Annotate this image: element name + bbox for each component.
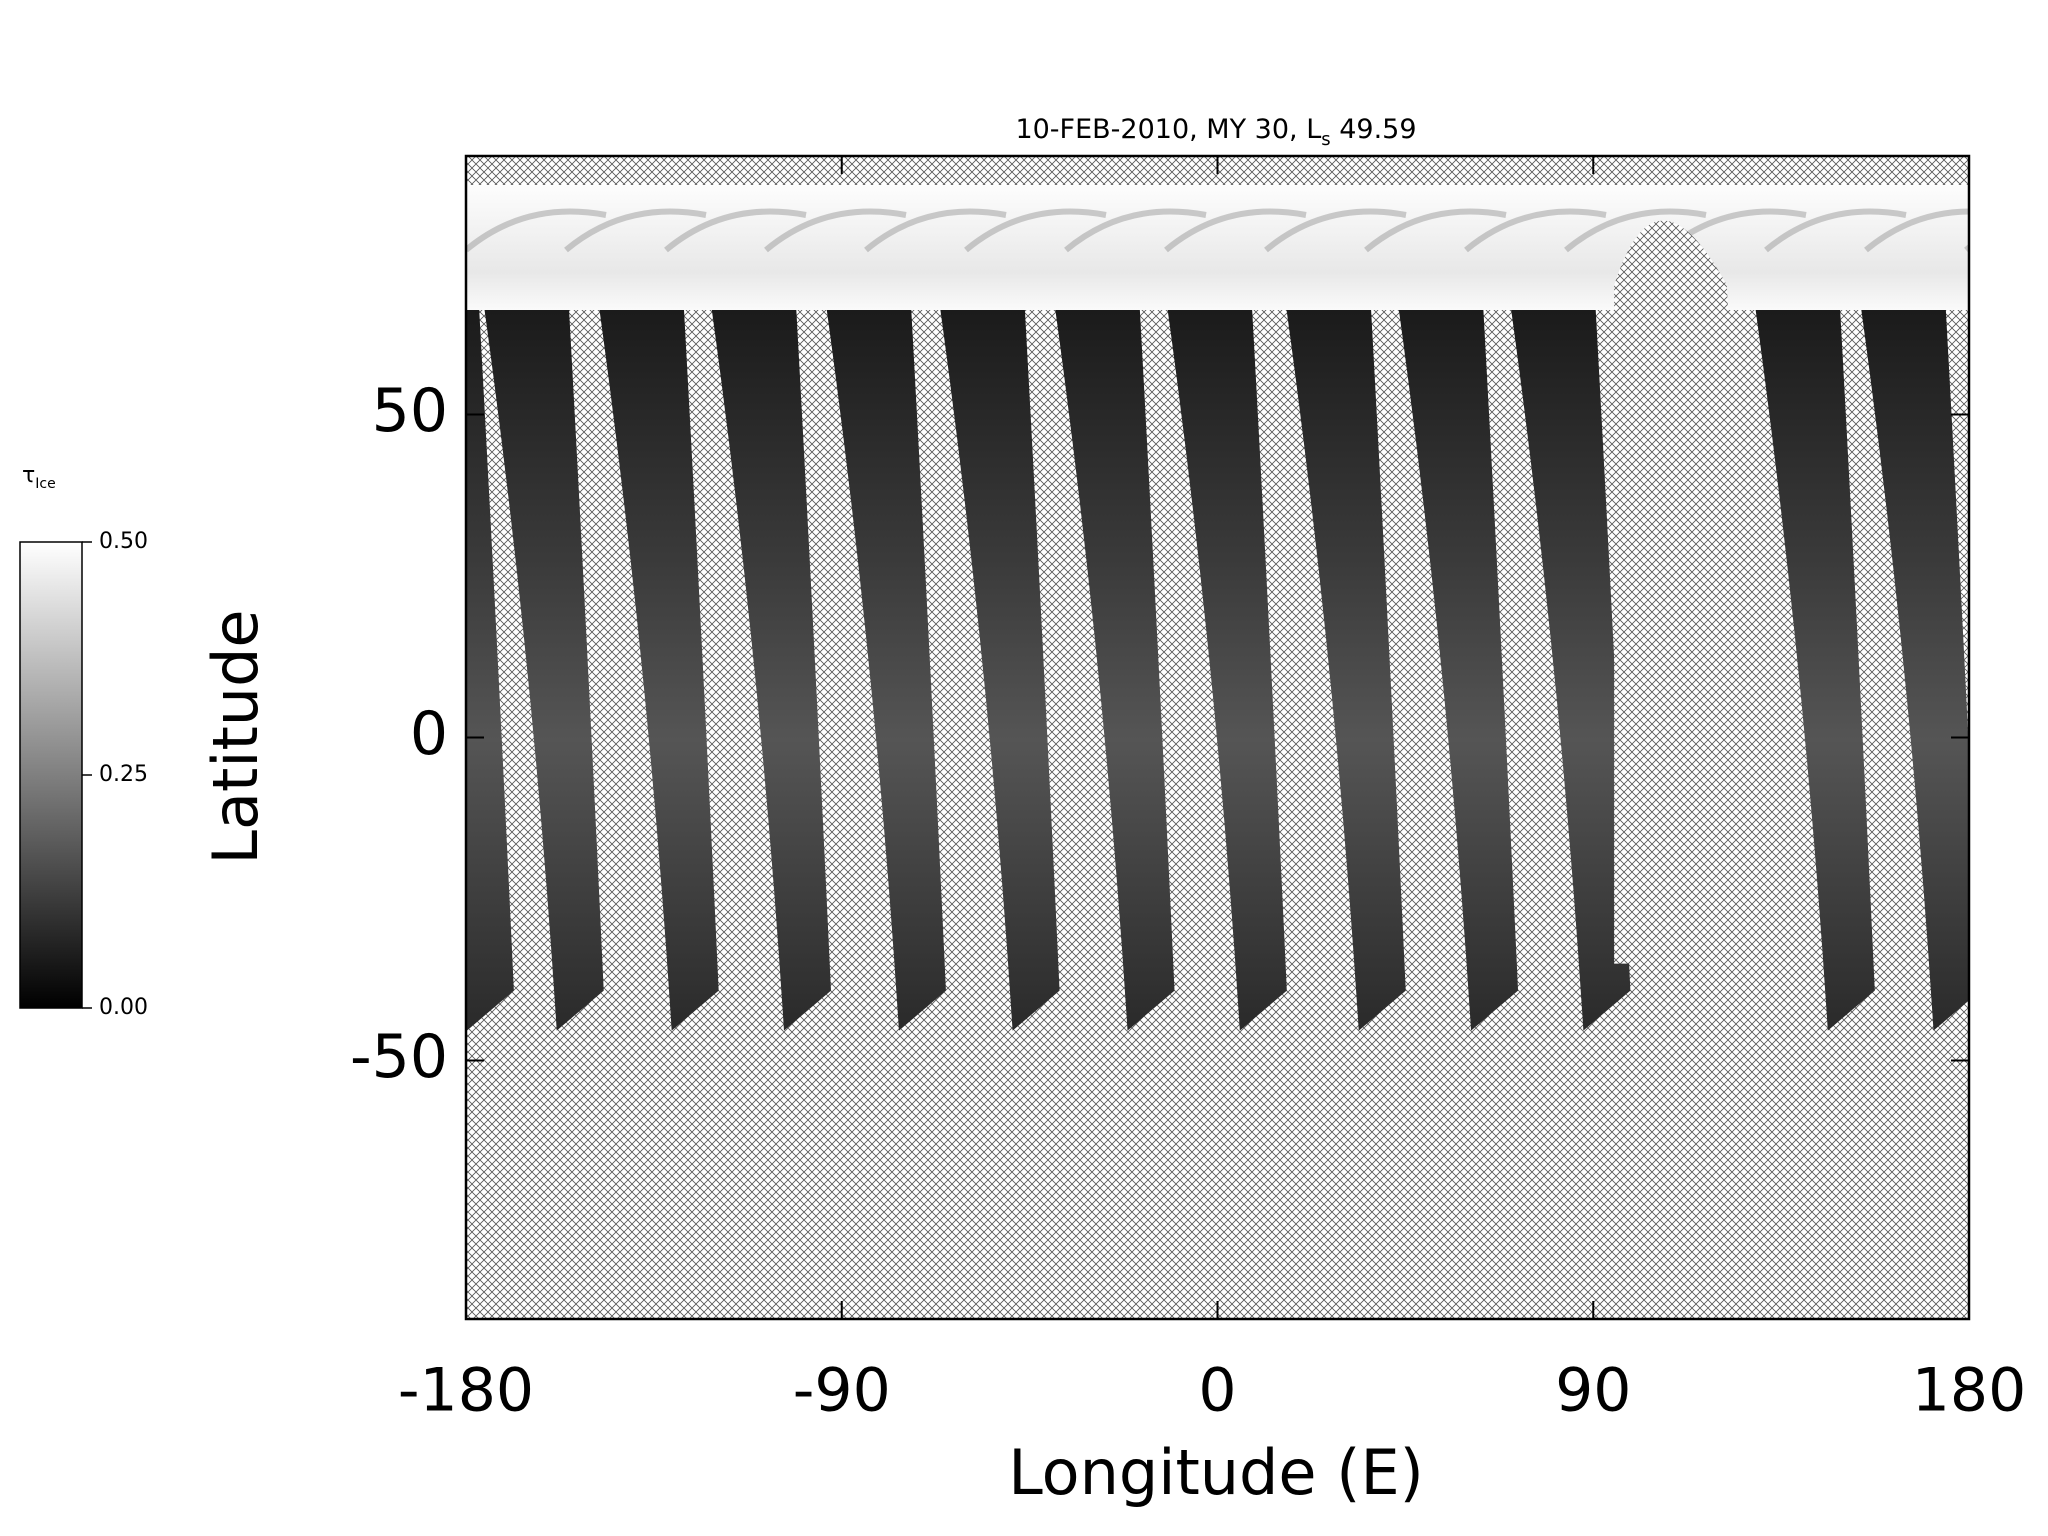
swath [1054,303,1175,1031]
polar-cap [466,185,1969,310]
colorbar-subscript: Ice [35,476,55,492]
cap-streak [1764,208,1907,253]
cap-streak [864,208,1007,253]
x-tick-label: 180 [1912,1356,2027,1426]
x-tick-label: -180 [398,1356,534,1426]
cap-streak [1064,208,1207,253]
swath [1754,303,1875,1031]
swath [939,303,1060,1031]
x-tick-label: -90 [793,1356,891,1426]
x-tick-label: 0 [1198,1356,1236,1426]
cap-streak [764,208,907,253]
y-tick-label: -50 [350,1022,448,1092]
swath [1860,303,1969,1031]
swath [1510,303,1631,1031]
cap-streak [664,208,807,253]
colorbar-label: τIce [22,463,56,492]
title-text: 10-FEB-2010, MY 30, [1015,114,1297,145]
title-symbol: L [1306,114,1321,145]
cap-streak [466,208,607,253]
cap-streak [1564,208,1707,253]
swath [1398,303,1519,1031]
colorbar [19,541,83,1009]
colorbar-tick-label: 0.50 [99,529,148,554]
cap-streak [1464,208,1607,253]
colorbar-symbol: τ [22,463,35,488]
cap-streak [964,208,1107,253]
y-tick-label: 0 [410,699,448,769]
swath [466,303,514,1031]
cap-streak [1264,208,1407,253]
cap-streak [564,208,707,253]
image-swaths [466,185,1969,1031]
colorbar-tick-label: 0.25 [99,762,148,787]
data-gap [1614,220,1761,964]
cap-streak [1964,243,1969,253]
title-subscript: s [1321,129,1330,150]
colorbar-tick-label: 0.00 [99,995,148,1020]
swath [710,303,831,1031]
swath [483,303,604,1031]
swath [1166,303,1287,1031]
y-axis-label: Latitude [199,609,272,864]
x-axis-label: Longitude (E) [1008,1436,1424,1509]
y-tick-label: 50 [372,376,448,446]
swath [598,303,719,1031]
cap-streak [1164,208,1307,253]
title-value: 49.59 [1339,114,1416,145]
chart-title: 10-FEB-2010, MY 30, Ls 49.59 [1015,114,1416,151]
cap-streak [1364,208,1507,253]
swath [825,303,946,1031]
x-tick-label: 90 [1555,1356,1631,1426]
swath [1285,303,1406,1031]
cap-streak [1864,208,1969,253]
